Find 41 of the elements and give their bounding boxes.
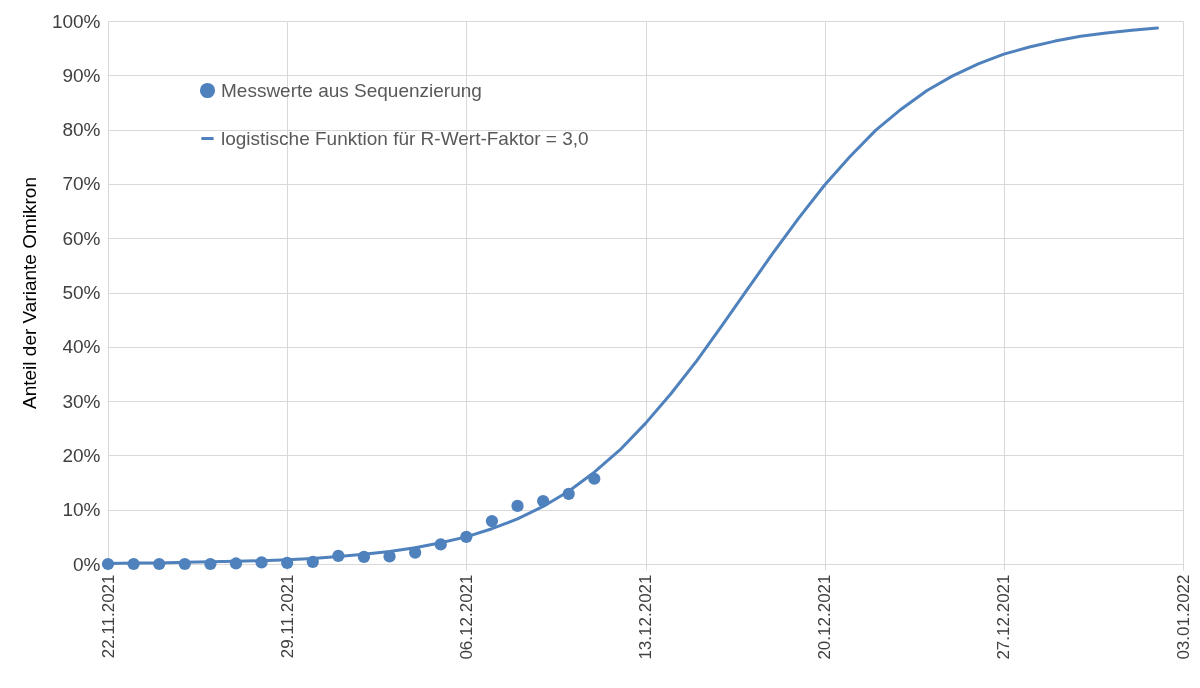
point (101, 557, 115, 571)
point (434, 538, 447, 551)
x-tick-label: 29.11.2021 (277, 574, 297, 659)
point (485, 514, 499, 528)
point (511, 499, 524, 513)
y-tick-label: 100% (51, 10, 101, 32)
x-tick-label: 03.01.2022 (1173, 574, 1193, 660)
point (306, 555, 319, 568)
point (588, 472, 601, 485)
y-tick-label: 0% (73, 553, 101, 575)
y-axis-title: Anteil der Variante Omikron (18, 177, 40, 409)
y-tick-label: 50% (62, 282, 101, 303)
point (562, 487, 575, 501)
point (229, 557, 243, 570)
y-tick-label: 70% (62, 173, 101, 195)
point (409, 546, 422, 559)
y-tick-label: 90% (62, 64, 101, 86)
x-tick-label: 22.11.2021 (98, 574, 118, 659)
point (460, 530, 473, 543)
y-tick-label: 10% (62, 499, 101, 521)
y-tick-label: 40% (62, 336, 101, 358)
y-tick-label: 30% (62, 390, 101, 412)
x-tick-label: 13.12.2021 (636, 574, 655, 660)
x-tick-label: 06.12.2021 (456, 574, 476, 660)
point (357, 550, 371, 564)
legend-label: Messwerte aus Sequenzierung (221, 79, 482, 101)
point (204, 557, 217, 571)
x-tick-label: 27.12.2021 (994, 574, 1014, 660)
x-tick-label: 20.12.2021 (815, 574, 835, 660)
legend-label: logistische Funktion für R-Wert-Faktor = 3,0 (221, 127, 589, 149)
point (332, 549, 345, 562)
point (153, 557, 166, 571)
point (383, 550, 396, 563)
point (127, 557, 140, 571)
point (281, 556, 294, 570)
point (178, 557, 191, 571)
y-tick-label: 60% (62, 227, 101, 249)
y-tick-label: 80% (62, 119, 101, 141)
point (255, 556, 268, 569)
point (537, 494, 550, 508)
y-tick-label: 20% (62, 444, 101, 466)
